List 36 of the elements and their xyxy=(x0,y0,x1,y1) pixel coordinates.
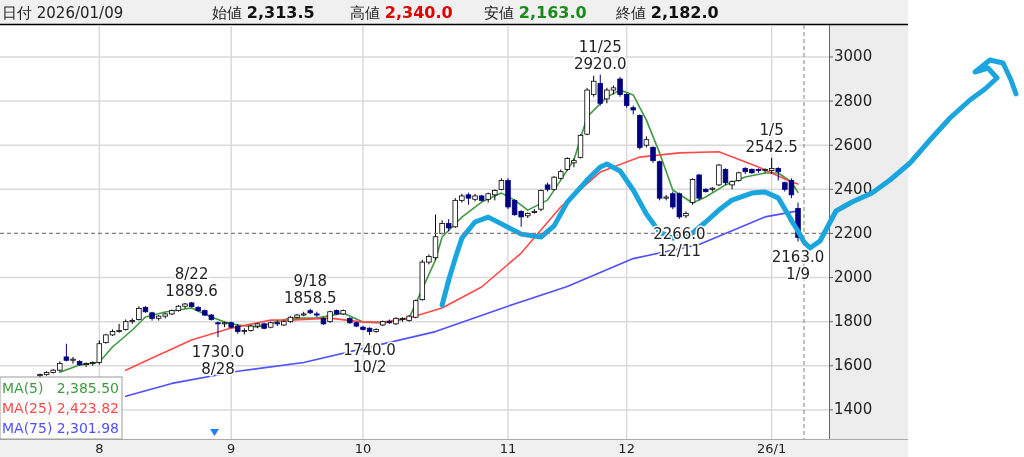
series-label: MA(75) 2,301.98 xyxy=(2,420,119,436)
x-tick-label: 9 xyxy=(227,441,236,456)
y-tick-label: 1400 xyxy=(834,400,873,419)
annotation: 2163.0 1/9 xyxy=(771,247,825,283)
legend: MA(5) 2,385.50 MA(25) 2,423.82 MA(75) 2,301.98 xyxy=(0,376,123,440)
y-tick-label: 2600 xyxy=(834,135,873,154)
annotation: 9/18 1858.5 xyxy=(284,271,337,307)
text: 安値 2,163.0 xyxy=(484,3,587,22)
text: 日付 2026/01/09 xyxy=(2,4,124,22)
candlestick xyxy=(70,356,76,365)
x-tick-label: 26/1 xyxy=(757,441,787,456)
candlestick xyxy=(689,177,696,206)
candlestick xyxy=(215,321,221,338)
x-tick-label: 12 xyxy=(618,441,635,456)
candlestick xyxy=(683,210,689,219)
y-tick-label: 2800 xyxy=(834,91,873,110)
annotation: 8/22 1889.6 xyxy=(165,264,218,300)
annotation: 11/25 2920.0 xyxy=(574,37,627,73)
annotation: 1/5 2542.5 xyxy=(745,120,798,156)
x-tick-label: 8 xyxy=(95,441,104,456)
text: 始値 2,313.5 xyxy=(212,3,315,22)
y-tick-label: 1800 xyxy=(834,312,873,331)
y-tick-label: 2400 xyxy=(834,179,873,198)
y-tick-label: 3000 xyxy=(834,47,873,66)
y-tick-label: 2200 xyxy=(834,223,873,242)
text: 終値 2,182.0 xyxy=(615,3,719,22)
candlestick xyxy=(577,133,584,159)
x-tick-label: 10 xyxy=(354,441,372,456)
text: 高値 2,340.0 xyxy=(350,3,453,22)
x-tick-label: 11 xyxy=(499,441,517,456)
y-tick-label: 2000 xyxy=(834,268,873,287)
candlestick xyxy=(597,74,603,107)
candlestick xyxy=(538,188,544,212)
series-label: MA(5) 2,385.50 xyxy=(2,380,119,396)
annotation: 1730.0 8/28 xyxy=(191,343,245,379)
y-tick-label: 1600 xyxy=(834,356,873,375)
